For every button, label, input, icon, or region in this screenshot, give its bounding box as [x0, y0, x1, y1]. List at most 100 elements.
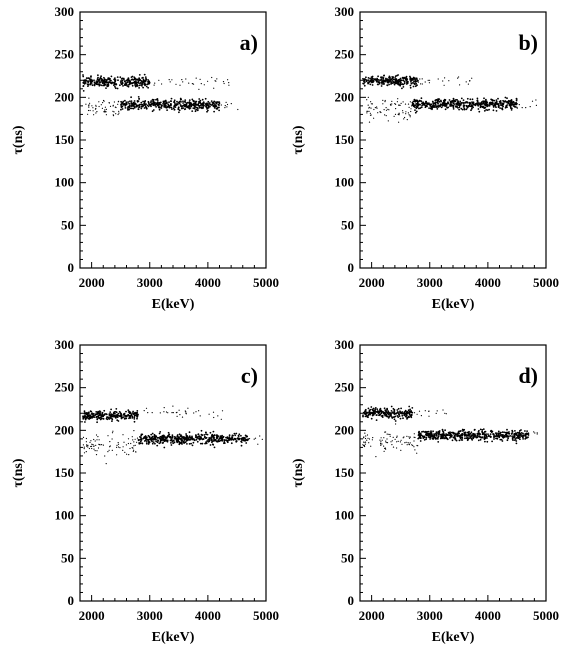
data-point	[95, 434, 98, 436]
data-point	[470, 109, 472, 112]
data-point	[479, 435, 481, 438]
data-point	[495, 106, 497, 109]
data-point	[438, 98, 441, 100]
data-point	[114, 410, 117, 413]
data-point	[195, 438, 198, 441]
data-point	[203, 434, 206, 436]
data-point	[227, 79, 229, 81]
data-point	[106, 83, 109, 86]
data-point	[434, 99, 437, 102]
scatter-band-c-3	[137, 429, 250, 449]
data-point	[486, 105, 489, 108]
data-point	[478, 110, 481, 113]
data-point	[134, 85, 137, 88]
data-point	[362, 414, 364, 417]
data-point	[459, 84, 461, 86]
data-point	[215, 80, 217, 82]
data-point	[129, 447, 131, 450]
data-point	[421, 83, 423, 85]
data-point	[407, 103, 410, 105]
data-point	[437, 441, 440, 443]
data-point	[411, 77, 414, 80]
data-point	[475, 436, 478, 438]
data-point	[474, 104, 477, 107]
data-point	[414, 436, 416, 439]
data-point	[140, 101, 143, 104]
data-point	[115, 106, 117, 109]
data-point	[96, 81, 99, 83]
data-point	[176, 441, 179, 444]
data-point	[152, 437, 155, 440]
data-point	[515, 442, 518, 445]
data-point	[144, 100, 147, 102]
data-point	[522, 436, 524, 439]
data-point	[508, 431, 510, 433]
data-point	[399, 417, 402, 420]
data-point	[204, 97, 207, 100]
data-point	[470, 105, 473, 108]
data-point	[506, 97, 508, 100]
data-point	[150, 101, 152, 104]
data-point	[169, 439, 172, 442]
data-point	[138, 97, 141, 100]
data-point	[400, 411, 403, 414]
data-point	[135, 451, 137, 453]
data-point	[513, 439, 516, 441]
data-point	[248, 438, 250, 440]
data-point	[121, 79, 124, 82]
data-point	[368, 412, 371, 415]
data-point	[384, 431, 386, 433]
data-point	[95, 104, 97, 106]
data-point	[82, 85, 85, 87]
data-point	[213, 416, 215, 419]
data-point	[428, 82, 430, 84]
data-point	[363, 82, 365, 85]
data-point	[144, 76, 147, 78]
data-point	[514, 430, 516, 432]
data-point	[367, 437, 369, 439]
data-point	[133, 441, 135, 443]
data-point	[144, 436, 146, 439]
data-point	[134, 411, 137, 414]
data-point	[169, 106, 171, 109]
data-point	[417, 445, 419, 447]
data-point	[485, 100, 488, 103]
data-point	[111, 418, 114, 421]
data-point	[178, 433, 181, 436]
data-point	[98, 105, 100, 108]
data-point	[373, 108, 375, 111]
data-point	[205, 441, 207, 444]
data-point	[450, 105, 452, 107]
data-point	[422, 101, 424, 104]
data-point	[231, 438, 234, 440]
data-point	[380, 437, 382, 439]
data-point	[117, 103, 119, 105]
data-point	[453, 99, 455, 101]
data-point	[402, 83, 405, 86]
data-point	[146, 83, 149, 86]
data-point	[88, 105, 90, 107]
data-point	[127, 409, 130, 412]
data-point	[124, 103, 126, 106]
data-point	[116, 416, 119, 419]
data-point	[173, 441, 176, 444]
data-point	[489, 433, 492, 435]
data-point	[365, 412, 368, 415]
data-point	[385, 440, 387, 442]
data-point	[494, 435, 497, 438]
data-point	[444, 99, 447, 102]
data-point	[522, 435, 525, 437]
data-point	[184, 101, 187, 103]
data-point	[208, 413, 210, 415]
data-point	[100, 84, 103, 87]
data-point	[388, 77, 391, 79]
data-point	[186, 435, 189, 437]
data-point	[109, 411, 112, 413]
data-point	[116, 454, 118, 456]
data-point	[181, 438, 183, 441]
data-point	[445, 436, 448, 439]
data-point	[378, 82, 381, 85]
data-point	[121, 82, 124, 85]
data-point	[98, 439, 100, 441]
